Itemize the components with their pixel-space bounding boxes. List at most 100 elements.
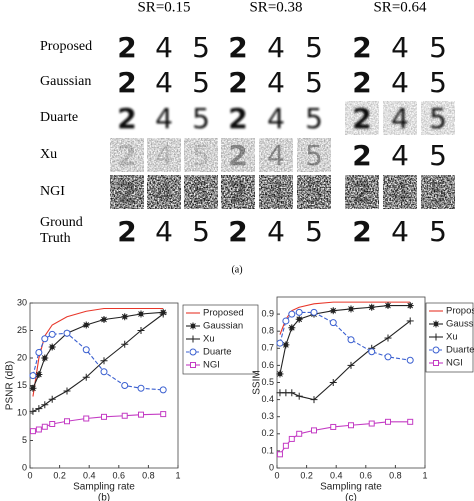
marker — [121, 313, 129, 321]
digit: 4 — [155, 215, 173, 248]
marker — [100, 316, 108, 323]
marker — [432, 333, 440, 341]
digit: 2 — [117, 66, 136, 99]
digit: 5 — [305, 139, 323, 172]
column-header: SR=0.15 — [137, 0, 190, 15]
digit: 4 — [267, 102, 285, 135]
marker — [406, 302, 414, 310]
marker — [310, 396, 318, 404]
digit: 5 — [192, 102, 210, 135]
noise-cell — [110, 138, 144, 172]
marker — [295, 392, 303, 400]
marker-circle — [432, 346, 440, 354]
digit: 4 — [391, 139, 409, 172]
marker — [282, 389, 290, 397]
y-axis-label: SSIM — [252, 370, 263, 394]
marker-circle — [288, 310, 296, 318]
series-line — [279, 311, 411, 361]
digit: 5 — [305, 102, 323, 135]
legend-label: Xu — [203, 334, 215, 345]
x-tick-label: 0.6 — [113, 470, 126, 480]
noise-cell — [259, 138, 293, 172]
x-tick-label: 1 — [422, 470, 427, 480]
marker — [368, 303, 376, 311]
marker — [311, 427, 317, 434]
marker-square — [368, 420, 375, 427]
marker — [41, 423, 48, 430]
legend-label: NGI — [203, 360, 220, 371]
marker-square — [101, 413, 107, 420]
y-tick-label: 0.4 — [261, 394, 274, 404]
marker — [121, 340, 129, 348]
noise-cell — [383, 175, 417, 209]
y-tick-label: 0.2 — [261, 428, 274, 438]
marker — [406, 317, 414, 325]
marker — [384, 334, 392, 342]
noise-cell — [345, 101, 379, 135]
digit: 5 — [429, 31, 447, 64]
marker-circle — [347, 336, 355, 344]
noise-cell — [421, 101, 455, 135]
noise-cell — [147, 175, 181, 209]
marker — [368, 348, 376, 356]
noise-cell — [297, 175, 331, 209]
digit: 5 — [429, 139, 447, 172]
x-tick-label: 0 — [27, 470, 32, 480]
marker-circle — [100, 368, 108, 376]
digit: 4 — [267, 215, 285, 248]
marker — [82, 346, 90, 354]
marker-circle — [282, 317, 290, 325]
y-tick-label: 0.7 — [261, 343, 274, 353]
marker — [121, 412, 128, 419]
y-tick-label: 30 — [17, 297, 27, 307]
marker — [35, 349, 43, 356]
row-label: Proposed — [40, 39, 92, 54]
digit: 4 — [267, 176, 285, 209]
marker — [296, 430, 303, 437]
marker — [138, 411, 144, 418]
caption: (b) — [98, 493, 110, 501]
legend-label: Duarte — [446, 345, 474, 356]
y-axis-label: PSNR (dB) — [5, 361, 16, 410]
marker — [63, 387, 71, 395]
digit: 2 — [352, 176, 371, 209]
noise-cell — [110, 175, 144, 209]
marker — [29, 384, 37, 392]
marker-circle — [310, 308, 318, 316]
digit: 4 — [267, 31, 285, 64]
marker — [101, 413, 107, 420]
digit: 2 — [117, 31, 136, 64]
noise-cell — [221, 138, 255, 172]
y-tick-label: 0 — [269, 462, 274, 472]
noise-cell — [184, 138, 218, 172]
y-tick-label: 5 — [22, 435, 27, 445]
marker-circle — [295, 308, 303, 316]
digit: 4 — [155, 176, 173, 209]
marker — [282, 442, 289, 449]
marker-circle — [121, 382, 129, 389]
digit: 2 — [352, 31, 371, 64]
digit: 5 — [192, 139, 210, 172]
y-tick-label: 0.6 — [261, 360, 274, 370]
digit: 2 — [228, 139, 247, 172]
marker — [330, 423, 337, 430]
marker — [347, 305, 355, 313]
marker — [49, 421, 56, 427]
marker-circle — [368, 348, 376, 356]
marker — [348, 422, 354, 429]
legend-label: Gaussian — [203, 321, 243, 332]
digit: 5 — [192, 176, 210, 209]
digit: 4 — [267, 66, 285, 99]
marker — [35, 426, 42, 433]
legend-label: NGI — [446, 358, 463, 369]
x-tick-label: 0.2 — [300, 470, 313, 480]
marker — [433, 360, 439, 366]
digit: 4 — [155, 139, 173, 172]
marker-square — [282, 442, 289, 449]
y-tick-label: 25 — [17, 325, 27, 335]
noise-cell — [345, 175, 379, 209]
noise-cell — [147, 138, 181, 172]
x-tick-label: 0 — [274, 470, 279, 480]
digit: 5 — [429, 102, 447, 135]
marker — [48, 330, 56, 338]
